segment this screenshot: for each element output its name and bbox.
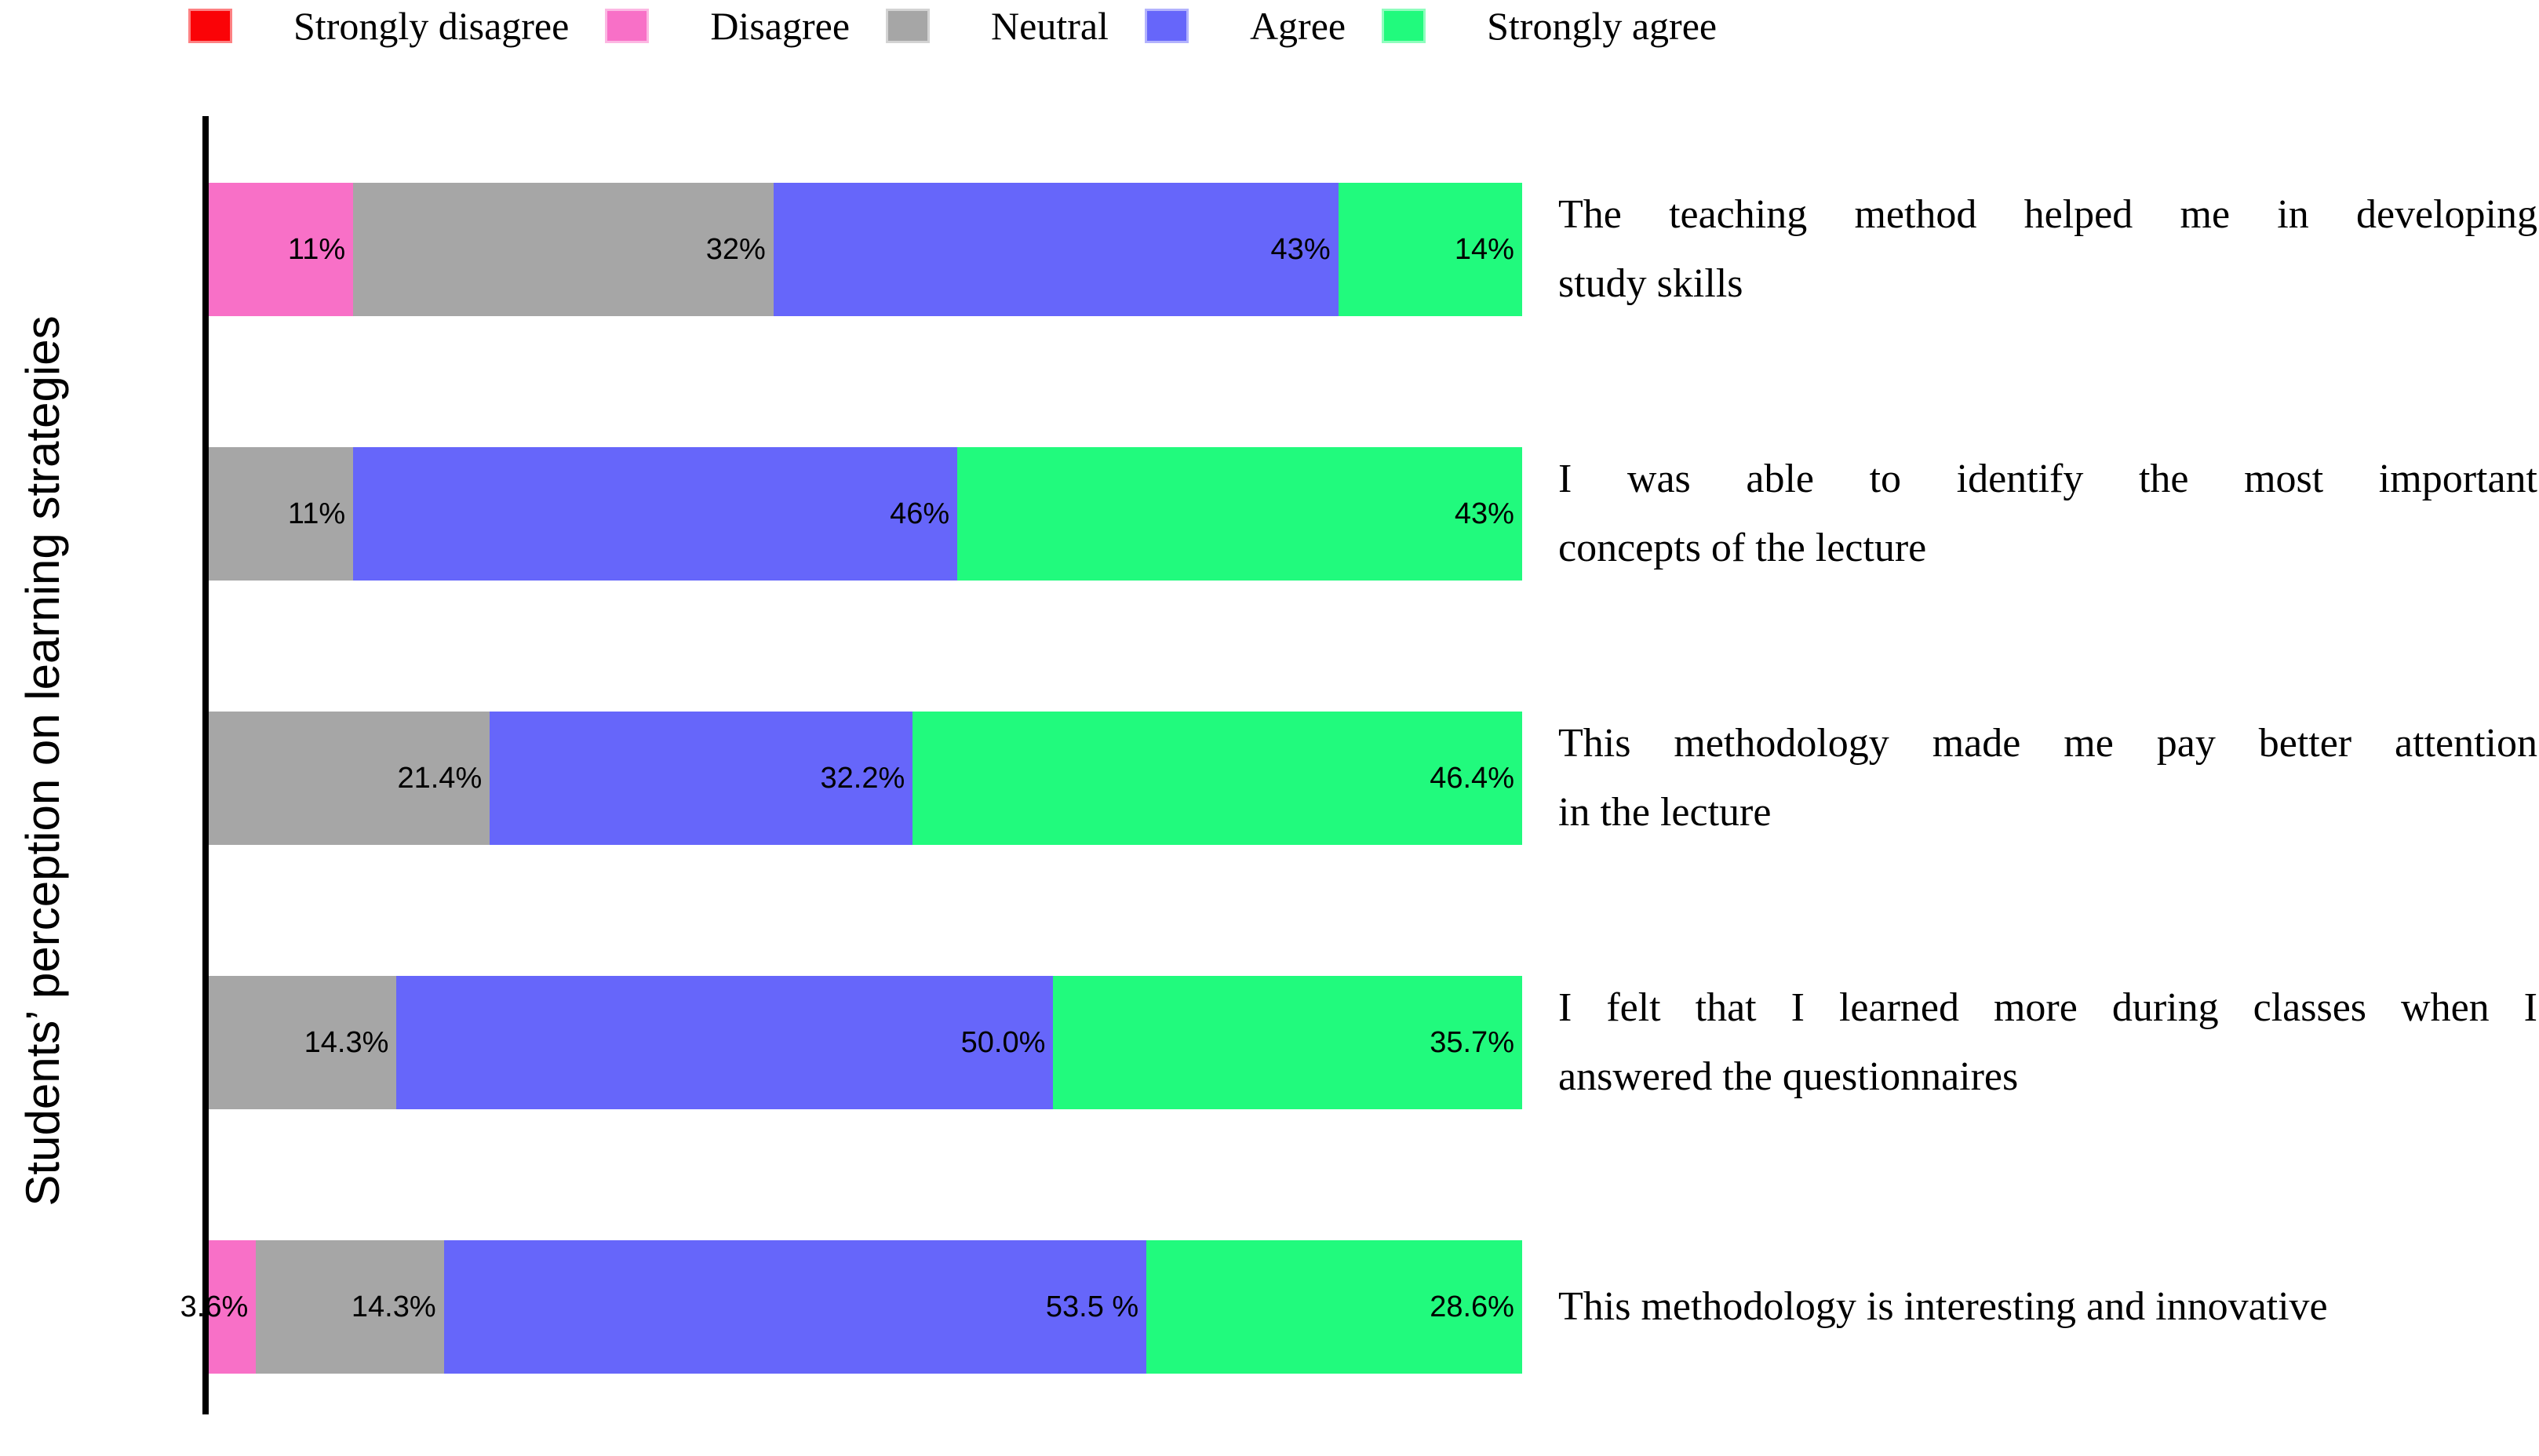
bar-row: 21.4% 32.2% 46.4% This methodology made me… <box>209 712 2537 845</box>
legend-item-agree: Agree <box>1144 4 1346 48</box>
bar-segment-agree: 50.0% <box>396 976 1054 1109</box>
statement-label: The teaching method helped me in develop… <box>1558 180 2537 318</box>
legend-label: Agree <box>1249 4 1346 48</box>
statement-label: I felt that I learned more during classe… <box>1558 974 2537 1112</box>
stacked-bar: 3.6% 14.3% 53.5 % 28.6% <box>180 1240 1522 1374</box>
segment-value-label: 21.4% <box>397 762 483 795</box>
segment-value-label: 32.2% <box>820 762 905 795</box>
segment-value-label: 11% <box>287 233 346 266</box>
legend-swatch <box>1144 9 1189 43</box>
segment-value-label: 3.6% <box>180 1290 249 1323</box>
bar-segment-neutral: 14.3% <box>256 1240 444 1374</box>
legend-swatch <box>1382 9 1426 43</box>
bar-segment-neutral: 32% <box>353 183 774 316</box>
bar-segment-disagree: 11% <box>209 183 354 316</box>
legend-label: Disagree <box>710 4 851 48</box>
legend-swatch <box>886 9 931 43</box>
statement-label: This methodology is interesting and inno… <box>1558 1272 2537 1341</box>
legend: Strongly disagree Disagree Neutral Agree… <box>188 6 1717 46</box>
statement-line: concepts of the lecture <box>1558 526 1927 570</box>
legend-label: Strongly disagree <box>293 4 570 48</box>
statement-line: answered the questionnaires <box>1558 1054 2019 1099</box>
segment-value-label: 32% <box>705 233 766 266</box>
segment-value-label: 46% <box>890 497 950 530</box>
segment-value-label: 11% <box>287 497 346 530</box>
bar-segment-agree: 43% <box>773 183 1339 316</box>
segment-value-label: 53.5 % <box>1045 1290 1139 1323</box>
statement-label: I was able to identify the most importan… <box>1558 445 2537 583</box>
stacked-bar: 21.4% 32.2% 46.4% <box>209 712 1522 845</box>
statement-line: I felt that I learned more during classe… <box>1558 985 2537 1030</box>
legend-swatch <box>188 9 232 43</box>
bar-row: 11% 32% 43% 14% The teaching method helped … <box>209 183 2537 316</box>
segment-value-label: 28.6% <box>1430 1290 1514 1323</box>
statement-label: This methodology made me pay better atte… <box>1558 709 2537 847</box>
bar-segment-neutral: 14.3% <box>209 976 397 1109</box>
segment-value-label: 14% <box>1454 233 1514 266</box>
legend-item-strongly-disagree: Strongly disagree <box>188 6 569 46</box>
y-axis-title: Students’ perception on learning strateg… <box>16 315 69 1207</box>
segment-value-label: 43% <box>1270 233 1331 266</box>
bar-segment-strongly-agree: 14% <box>1338 183 1522 316</box>
bar-segment-agree: 32.2% <box>490 712 913 845</box>
bar-segment-strongly-agree: 35.7% <box>1053 976 1522 1109</box>
bar-segment-strongly-agree: 43% <box>957 447 1522 581</box>
bar-segment-neutral: 11% <box>209 447 354 581</box>
bar-segment-strongly-agree: 46.4% <box>913 712 1522 845</box>
bar-rows: 11% 32% 43% 14% The teaching method helped … <box>180 183 2537 1374</box>
bar-row: 11% 46% 43% I was able to identify the mos… <box>209 447 2537 581</box>
legend-swatch <box>605 9 650 43</box>
legend-item-strongly-agree: Strongly agree <box>1382 6 1717 46</box>
y-axis-line <box>202 116 209 1414</box>
bar-segment-disagree: 3.6% <box>180 1240 257 1374</box>
segment-value-label: 43% <box>1454 497 1514 530</box>
bar-segment-strongly-agree: 28.6% <box>1146 1240 1522 1374</box>
statement-line: The teaching method helped me in develop… <box>1558 192 2537 237</box>
legend-label: Neutral <box>991 4 1109 48</box>
segment-value-label: 35.7% <box>1430 1026 1514 1059</box>
stacked-bar: 14.3% 50.0% 35.7% <box>209 976 1522 1109</box>
legend-label: Strongly agree <box>1487 4 1718 48</box>
bar-row: 3.6% 14.3% 53.5 % 28.6% This methodology is… <box>180 1240 2537 1374</box>
bar-segment-agree: 53.5 % <box>443 1240 1147 1374</box>
segment-value-label: 46.4% <box>1430 762 1514 795</box>
segment-value-label: 14.3% <box>304 1026 389 1059</box>
bar-segment-agree: 46% <box>353 447 958 581</box>
stacked-bar: 11% 46% 43% <box>209 447 1522 581</box>
stacked-bar: 11% 32% 43% 14% <box>209 183 1522 316</box>
bar-segment-neutral: 21.4% <box>209 712 490 845</box>
statement-line: I was able to identify the most importan… <box>1558 457 2537 501</box>
segment-value-label: 14.3% <box>351 1290 436 1323</box>
legend-item-disagree: Disagree <box>605 6 850 46</box>
statement-line: in the lecture <box>1558 790 1772 835</box>
bar-row: 14.3% 50.0% 35.7% I felt that I learned mo… <box>209 976 2537 1109</box>
legend-item-neutral: Neutral <box>886 6 1109 46</box>
statement-line: study skills <box>1558 261 1743 306</box>
statement-line: This methodology made me pay better atte… <box>1558 721 2537 766</box>
segment-value-label: 50.0% <box>960 1026 1046 1059</box>
statement-line: This methodology is interesting and inno… <box>1558 1284 2328 1329</box>
